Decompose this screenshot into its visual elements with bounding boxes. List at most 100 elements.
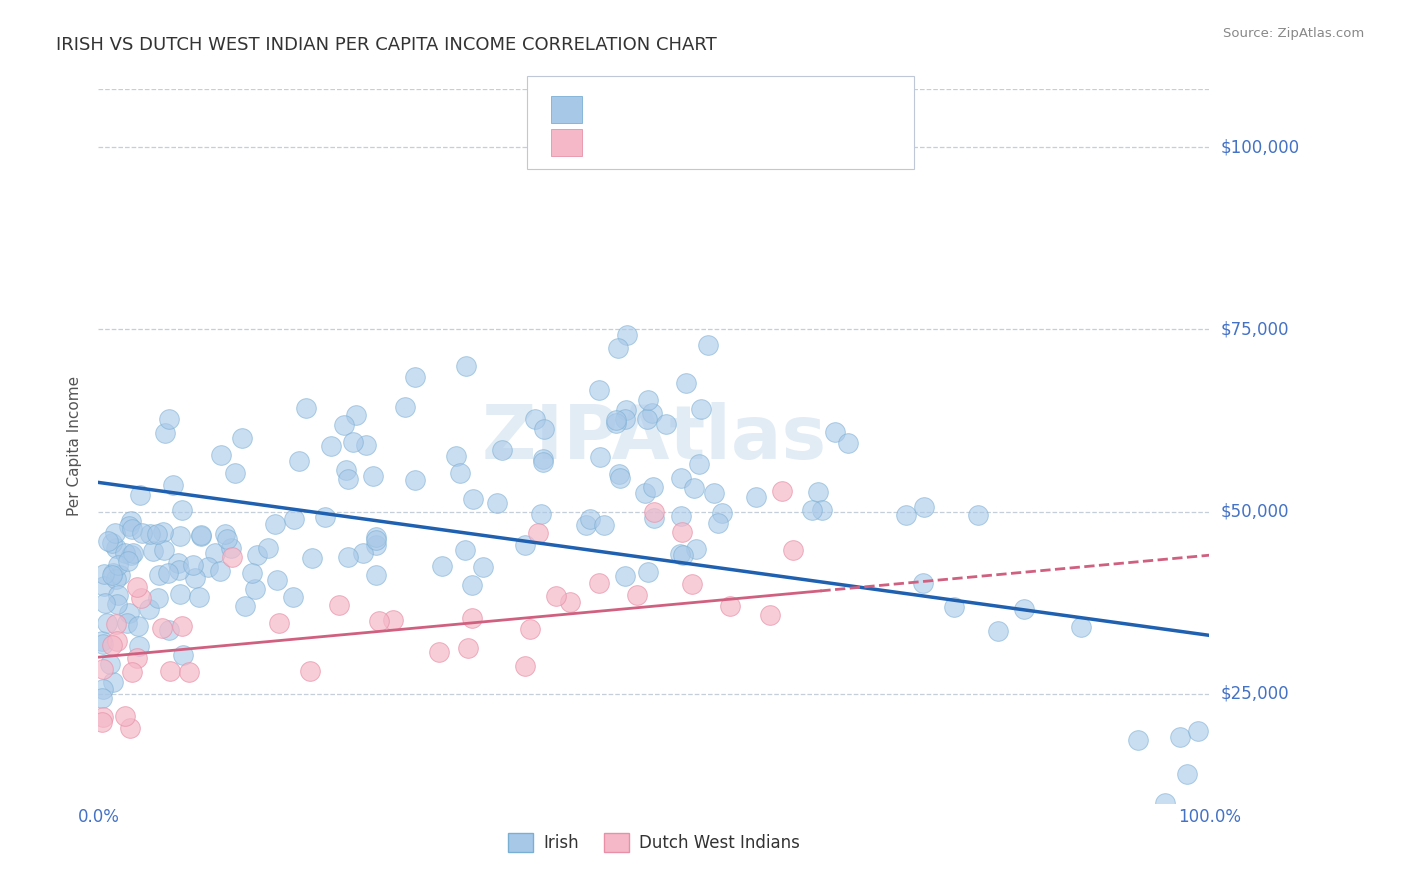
Point bbox=[283, 591, 305, 605]
Point bbox=[404, 369, 426, 384]
Point bbox=[91, 637, 114, 651]
Point bbox=[127, 619, 149, 633]
Point bbox=[519, 622, 541, 636]
Point bbox=[460, 578, 482, 592]
Point bbox=[654, 417, 676, 431]
Point bbox=[453, 542, 475, 557]
Point bbox=[90, 634, 112, 648]
Point bbox=[575, 518, 598, 533]
Point bbox=[361, 469, 384, 483]
Point bbox=[96, 615, 118, 630]
Point bbox=[461, 611, 484, 625]
Point bbox=[299, 664, 322, 678]
Point bbox=[204, 546, 226, 560]
Point bbox=[669, 508, 692, 523]
Point bbox=[354, 438, 377, 452]
Point bbox=[209, 448, 232, 462]
Text: R =: R = bbox=[593, 101, 630, 119]
Point bbox=[336, 550, 359, 565]
Point bbox=[637, 392, 659, 407]
Point bbox=[1168, 730, 1191, 744]
Point bbox=[637, 565, 659, 579]
Point bbox=[342, 435, 364, 450]
Point bbox=[745, 490, 768, 504]
Point bbox=[987, 624, 1010, 639]
Point bbox=[287, 454, 309, 468]
Point bbox=[685, 542, 707, 557]
Point bbox=[90, 691, 112, 706]
Point bbox=[530, 508, 553, 522]
Point bbox=[626, 588, 648, 602]
Point bbox=[246, 549, 269, 563]
Point bbox=[589, 450, 612, 464]
Point bbox=[184, 571, 207, 585]
Point bbox=[683, 481, 706, 495]
Point bbox=[606, 342, 628, 356]
Text: N =: N = bbox=[752, 101, 789, 119]
Point bbox=[122, 546, 145, 560]
Point bbox=[801, 502, 824, 516]
Point bbox=[1153, 796, 1175, 810]
Point bbox=[94, 596, 117, 610]
Point bbox=[1175, 766, 1198, 780]
Point bbox=[1070, 619, 1092, 633]
Point bbox=[613, 569, 636, 583]
Point bbox=[169, 529, 191, 543]
Point bbox=[257, 541, 280, 556]
Point bbox=[526, 526, 548, 541]
Point bbox=[491, 443, 513, 458]
Point bbox=[967, 508, 990, 523]
Point bbox=[224, 467, 246, 481]
Point bbox=[894, 508, 917, 523]
Text: 0.210: 0.210 bbox=[628, 134, 686, 152]
Point bbox=[837, 435, 859, 450]
Point bbox=[444, 449, 467, 463]
Point bbox=[283, 512, 305, 526]
Point bbox=[782, 543, 804, 558]
Text: Source: ZipAtlas.com: Source: ZipAtlas.com bbox=[1223, 27, 1364, 40]
Point bbox=[103, 675, 125, 690]
Point bbox=[672, 549, 695, 563]
Point bbox=[188, 590, 211, 604]
Point bbox=[156, 566, 179, 581]
Point bbox=[118, 607, 141, 621]
Text: $50,000: $50,000 bbox=[1220, 502, 1289, 521]
Point bbox=[432, 559, 454, 574]
Y-axis label: Per Capita Income: Per Capita Income bbox=[67, 376, 83, 516]
Point bbox=[107, 558, 129, 573]
Point bbox=[138, 601, 160, 615]
Point bbox=[105, 541, 128, 556]
Point bbox=[148, 568, 170, 582]
Point bbox=[513, 538, 536, 552]
Point bbox=[314, 509, 336, 524]
Point bbox=[100, 639, 122, 653]
Point bbox=[91, 715, 114, 730]
Point bbox=[117, 554, 139, 568]
Point bbox=[214, 527, 236, 541]
Point bbox=[105, 572, 128, 586]
Point bbox=[105, 633, 128, 648]
Point bbox=[172, 619, 194, 633]
Point bbox=[98, 657, 121, 671]
Point bbox=[177, 665, 200, 679]
Point bbox=[457, 641, 479, 656]
Point bbox=[148, 591, 170, 605]
Point bbox=[328, 598, 350, 612]
Point bbox=[668, 547, 690, 561]
Point bbox=[242, 566, 264, 581]
Point bbox=[472, 560, 495, 574]
Point bbox=[641, 406, 664, 420]
Point bbox=[219, 541, 242, 556]
Point bbox=[770, 484, 793, 499]
Point bbox=[381, 614, 404, 628]
Text: N =: N = bbox=[752, 134, 789, 152]
Point bbox=[759, 607, 782, 622]
Point bbox=[231, 431, 253, 445]
Text: -0.390: -0.390 bbox=[628, 101, 688, 119]
Point bbox=[233, 599, 256, 613]
Point bbox=[190, 528, 212, 542]
Point bbox=[609, 471, 631, 485]
Point bbox=[558, 595, 581, 609]
Point bbox=[120, 721, 142, 735]
Point bbox=[264, 516, 287, 531]
